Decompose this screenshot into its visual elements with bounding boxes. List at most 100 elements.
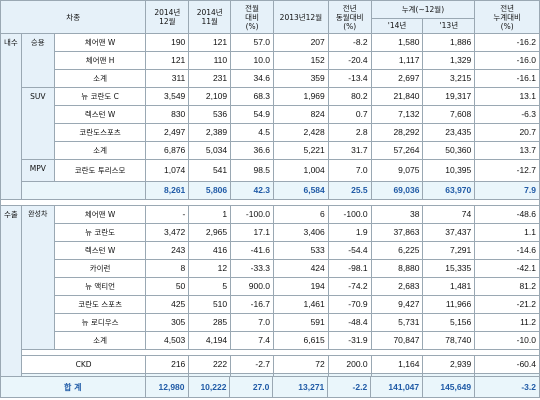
value-cell: 50 — [145, 277, 190, 296]
value-cell: 10,222 — [187, 376, 231, 398]
header-c8: 전년 누계대비 (%) — [474, 0, 540, 34]
value-cell: -31.9 — [327, 331, 372, 350]
header-c3: 전월 대비 (%) — [230, 0, 275, 34]
model-name: 체어맨 W — [53, 205, 147, 224]
value-cell: -16.1 — [474, 69, 540, 88]
header-c6: '14년 — [370, 17, 424, 35]
value-cell: 1 — [188, 205, 232, 224]
header-cumulative: 누계(~12월) — [370, 0, 476, 19]
separator-cell — [0, 199, 540, 206]
value-cell: 1,117 — [370, 51, 424, 70]
value-cell: 4,503 — [145, 331, 190, 350]
value-cell: 536 — [188, 105, 232, 124]
table-row: 뉴 액티언 50 5 900.0 194 -74.2 2,683 1,481 81.2 — [1, 277, 540, 296]
value-cell: -20.4 — [327, 51, 372, 70]
value-cell: 1,004 — [273, 159, 329, 182]
value-cell: 425 — [145, 295, 190, 314]
value-cell: 2,683 — [370, 277, 424, 296]
separator — [1, 349, 540, 356]
sales-table: 차종 2014년 12월 2014년 11월 전월 대비 (%) 2013년12월 전년 … — [0, 0, 540, 392]
value-cell: -2.7 — [230, 355, 275, 374]
group-label: 승용 — [20, 33, 55, 88]
value-cell: 5,731 — [370, 313, 424, 332]
domestic-total-label — [20, 181, 147, 200]
table-row: 뉴 코란도 3,472 2,965 17.1 3,406 1.9 37,863 37,437 1… — [1, 223, 540, 242]
value-cell: 2,965 — [188, 223, 232, 242]
value-cell: 5 — [188, 277, 232, 296]
value-cell: 424 — [273, 259, 329, 278]
value-cell: 7.9 — [474, 181, 540, 200]
separator — [0, 199, 540, 206]
value-cell: 830 — [145, 105, 190, 124]
value-cell: 34.6 — [230, 69, 275, 88]
value-cell: 7,608 — [422, 105, 476, 124]
header-c5: 전년 동월대비 (%) — [327, 0, 372, 34]
header-row: 차종 2014년 12월 2014년 11월 전월 대비 (%) 2013년12월 전년 … — [0, 0, 540, 34]
value-cell: 7.4 — [230, 331, 275, 350]
group-label: SUV — [20, 87, 55, 160]
header-c1: 2014년 12월 — [145, 0, 190, 34]
group-label: 완성차 — [20, 205, 55, 350]
value-cell: 2,697 — [370, 69, 424, 88]
value-cell: 2,389 — [188, 123, 232, 142]
value-cell: 2,939 — [422, 355, 476, 374]
value-cell: 2,109 — [188, 87, 232, 106]
value-cell: -14.6 — [474, 241, 540, 260]
value-cell: 222 — [188, 355, 232, 374]
value-cell: 4,194 — [188, 331, 232, 350]
value-cell: 70,847 — [370, 331, 424, 350]
value-cell: 98.5 — [230, 159, 275, 182]
value-cell: 824 — [273, 105, 329, 124]
value-cell: 1,481 — [422, 277, 476, 296]
value-cell: - — [145, 205, 190, 224]
value-cell: 7.0 — [230, 313, 275, 332]
value-cell: 2,428 — [273, 123, 329, 142]
value-cell: 416 — [188, 241, 232, 260]
value-cell: -12.7 — [474, 159, 540, 182]
model-name: 소계 — [53, 141, 147, 160]
value-cell: 38 — [370, 205, 424, 224]
value-cell: 28,292 — [370, 123, 424, 142]
value-cell: 11,966 — [422, 295, 476, 314]
value-cell: 6,584 — [273, 181, 329, 200]
header-row-2: '14년 '13년 — [1, 17, 540, 35]
value-cell: 13.1 — [474, 87, 540, 106]
header-c4: 2013년12월 — [273, 0, 329, 34]
value-cell: -100.0 — [327, 205, 372, 224]
value-cell: 1,461 — [273, 295, 329, 314]
value-cell: 10.0 — [230, 51, 275, 70]
grand-total-label: 합 계 — [0, 376, 146, 398]
value-cell: 231 — [188, 69, 232, 88]
value-cell: 900.0 — [230, 277, 275, 296]
value-cell: 7,291 — [422, 241, 476, 260]
header-c2: 2014년 11월 — [188, 0, 232, 34]
domestic-total-row: 8,261 5,806 42.3 6,584 25.5 69,036 63,970 7.9 — [1, 181, 540, 200]
value-cell: 190 — [145, 33, 190, 52]
value-cell: 12,980 — [144, 376, 189, 398]
value-cell: 4.5 — [230, 123, 275, 142]
table-row: 소계 6,876 5,034 36.6 5,221 31.7 57,264 50,360 13.… — [1, 141, 540, 160]
value-cell: 20.7 — [474, 123, 540, 142]
value-cell: 69,036 — [370, 181, 424, 200]
model-name: 렉스턴 W — [53, 241, 147, 260]
separator-cell — [20, 349, 540, 356]
value-cell: 207 — [273, 33, 329, 52]
value-cell: 510 — [188, 295, 232, 314]
model-name: 뉴 코란도 — [53, 223, 147, 242]
model-name: 코란도 투리스모 — [53, 159, 147, 182]
model-name: 코란도스포츠 — [53, 123, 147, 142]
value-cell: 5,221 — [273, 141, 329, 160]
value-cell: 121 — [188, 33, 232, 52]
value-cell: 216 — [145, 355, 190, 374]
table-row: 카이런 8 12 -33.3 424 -98.1 8,880 15,335 -42.1 — [1, 259, 540, 278]
model-name: 뉴 액티언 — [53, 277, 147, 296]
value-cell: 305 — [145, 313, 190, 332]
table-row: 수출 완성차 체어맨 W -1 -100.0 6 -100.0 38 74 -48.6 — [0, 205, 540, 392]
value-cell: 21,840 — [370, 87, 424, 106]
value-cell: 1,074 — [145, 159, 190, 182]
export-label: 수출 — [0, 205, 22, 392]
table-row: 내수 승용 체어맨 W 190 121 57.0 207 -8.2 1,580 1,886 -16.… — [0, 33, 540, 200]
value-cell: 1,329 — [422, 51, 476, 70]
grand-total-row: 합 계 12,980 10,222 27.0 13,271 -2.2 141,047 145,… — [0, 376, 540, 398]
value-cell: 5,806 — [188, 181, 232, 200]
